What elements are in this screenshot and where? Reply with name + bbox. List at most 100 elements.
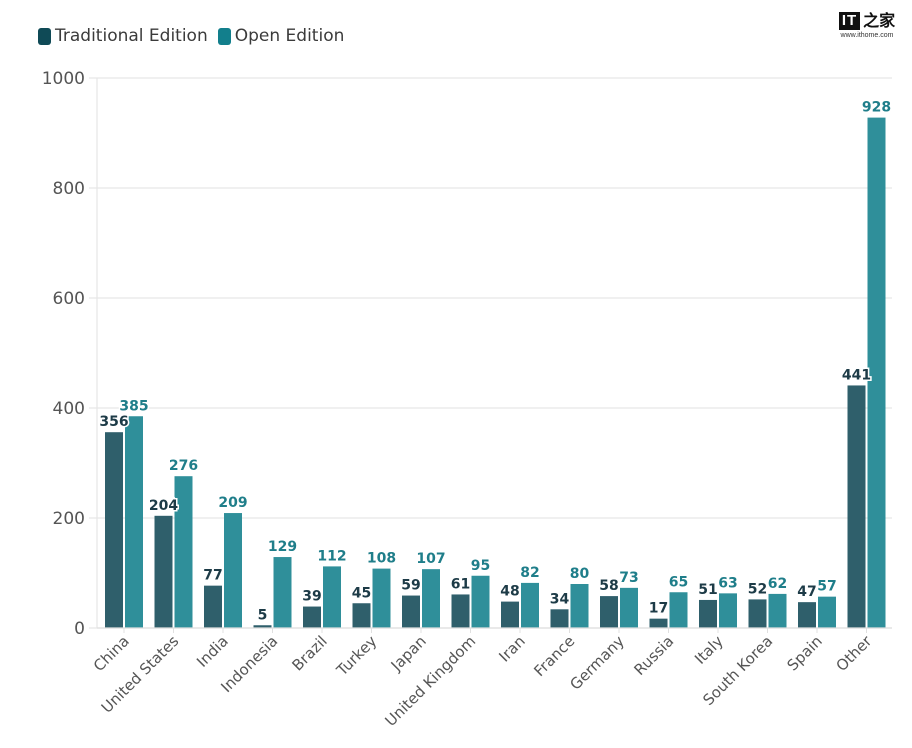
y-tick-label: 800 — [53, 179, 85, 199]
legend-item-open-edition[interactable]: Open Edition — [217, 26, 345, 46]
value-label-traditional: 59 — [401, 578, 420, 594]
value-label-traditional: 77 — [203, 568, 222, 584]
bars — [105, 117, 886, 628]
bar-open-russia[interactable] — [669, 592, 688, 628]
bar-open-spain[interactable] — [818, 596, 836, 628]
value-label-open: 385 — [119, 398, 148, 414]
bar-traditional-germany[interactable] — [600, 596, 618, 628]
x-category-label: Germany — [566, 632, 628, 694]
value-label-open: 82 — [520, 565, 539, 581]
bar-open-japan[interactable] — [422, 569, 440, 628]
y-axis: 0 200 400 600 800 1000 — [42, 69, 98, 639]
bar-open-united-states[interactable] — [174, 476, 193, 628]
gridlines — [89, 77, 892, 629]
legend-label-open: Open Edition — [234, 26, 345, 46]
value-label-traditional: 61 — [451, 576, 470, 592]
value-label-traditional: 48 — [500, 584, 519, 600]
bar-open-france[interactable] — [570, 584, 589, 628]
bar-traditional-india[interactable] — [204, 585, 222, 628]
bar-open-germany[interactable] — [620, 587, 638, 628]
x-category-label: Spain — [783, 632, 825, 674]
bar-open-south-korea[interactable] — [768, 593, 787, 628]
logo-chinese-text: 之家 — [863, 11, 896, 30]
bar-open-italy[interactable] — [719, 593, 737, 628]
value-label-traditional: 441 — [842, 367, 871, 383]
bar-traditional-china[interactable] — [105, 432, 123, 628]
bar-open-other[interactable] — [867, 117, 886, 628]
value-label-open: 95 — [471, 558, 490, 574]
y-tick-label: 600 — [53, 289, 85, 309]
bar-open-united-kingdom[interactable] — [471, 575, 490, 628]
bar-open-brazil[interactable] — [323, 566, 341, 628]
x-category-label: Japan — [387, 632, 430, 675]
legend-swatch-open — [217, 27, 231, 45]
bar-traditional-turkey[interactable] — [352, 603, 371, 628]
value-label-traditional: 39 — [302, 589, 321, 605]
bar-traditional-united-states[interactable] — [154, 515, 173, 628]
bar-open-china[interactable] — [125, 416, 143, 628]
value-label-open: 80 — [570, 566, 590, 582]
logo-url: www.ithome.com — [840, 32, 894, 39]
bar-open-indonesia[interactable] — [273, 557, 292, 628]
bar-traditional-russia[interactable] — [649, 618, 668, 628]
bar-traditional-brazil[interactable] — [303, 606, 321, 628]
y-tick-label: 400 — [53, 399, 85, 419]
value-label-open: 112 — [317, 548, 346, 564]
x-category-label: India — [193, 632, 232, 671]
x-category-label: Russia — [630, 632, 677, 679]
value-label-traditional: 356 — [99, 414, 128, 430]
x-category-label: Turkey — [332, 632, 380, 680]
bar-traditional-italy[interactable] — [699, 599, 717, 628]
x-category-label: Other — [832, 632, 875, 675]
value-label-open: 209 — [218, 495, 247, 511]
logo-it-mark: IT — [838, 12, 861, 30]
bar-traditional-united-kingdom[interactable] — [451, 594, 470, 628]
value-label-open: 107 — [416, 551, 445, 567]
legend: Traditional Edition Open Edition — [38, 26, 344, 46]
value-label-open: 57 — [817, 579, 836, 595]
x-category-label: France — [530, 632, 578, 680]
value-label-open: 73 — [619, 570, 638, 586]
y-tick-label: 1000 — [42, 69, 85, 89]
y-tick-label: 200 — [53, 509, 85, 529]
value-label-open: 928 — [862, 100, 891, 116]
legend-item-traditional-edition[interactable]: Traditional Edition — [38, 26, 208, 46]
x-category-label: United Kingdom — [381, 632, 479, 730]
bar-open-india[interactable] — [224, 513, 242, 628]
value-label-traditional: 17 — [649, 601, 668, 617]
value-label-open: 108 — [367, 551, 396, 567]
bar-traditional-south-korea[interactable] — [748, 599, 767, 628]
value-label-traditional: 52 — [748, 581, 767, 597]
value-label-open: 276 — [169, 458, 198, 474]
value-label-traditional: 34 — [550, 591, 570, 607]
value-label-traditional: 47 — [797, 584, 816, 600]
ithome-watermark-logo: IT 之家 www.ithome.com — [836, 12, 898, 39]
value-label-traditional: 51 — [698, 582, 717, 598]
bar-traditional-other[interactable] — [847, 385, 866, 628]
legend-swatch-traditional — [38, 27, 51, 45]
value-label-traditional: 45 — [352, 585, 371, 601]
bar-open-iran[interactable] — [521, 582, 539, 628]
value-label-open: 62 — [768, 576, 787, 592]
x-category-label: Brazil — [289, 632, 331, 674]
bar-traditional-indonesia[interactable] — [253, 625, 272, 628]
x-category-label: Iran — [495, 632, 528, 665]
bar-traditional-japan[interactable] — [402, 595, 420, 628]
value-label-open: 65 — [669, 574, 688, 590]
legend-label-traditional: Traditional Edition — [55, 26, 208, 46]
y-tick-label: 0 — [74, 619, 85, 639]
value-label-traditional: 58 — [599, 578, 618, 594]
x-category-label: Italy — [691, 632, 727, 668]
bar-traditional-iran[interactable] — [501, 601, 519, 628]
bar-traditional-spain[interactable] — [798, 602, 816, 628]
value-label-open: 129 — [268, 539, 297, 555]
value-label-traditional: 5 — [258, 607, 268, 623]
value-label-open: 63 — [718, 575, 737, 591]
bar-open-turkey[interactable] — [372, 568, 391, 628]
bar-traditional-france[interactable] — [550, 609, 569, 628]
x-category-label: China — [90, 632, 133, 675]
value-label-traditional: 204 — [149, 498, 178, 514]
